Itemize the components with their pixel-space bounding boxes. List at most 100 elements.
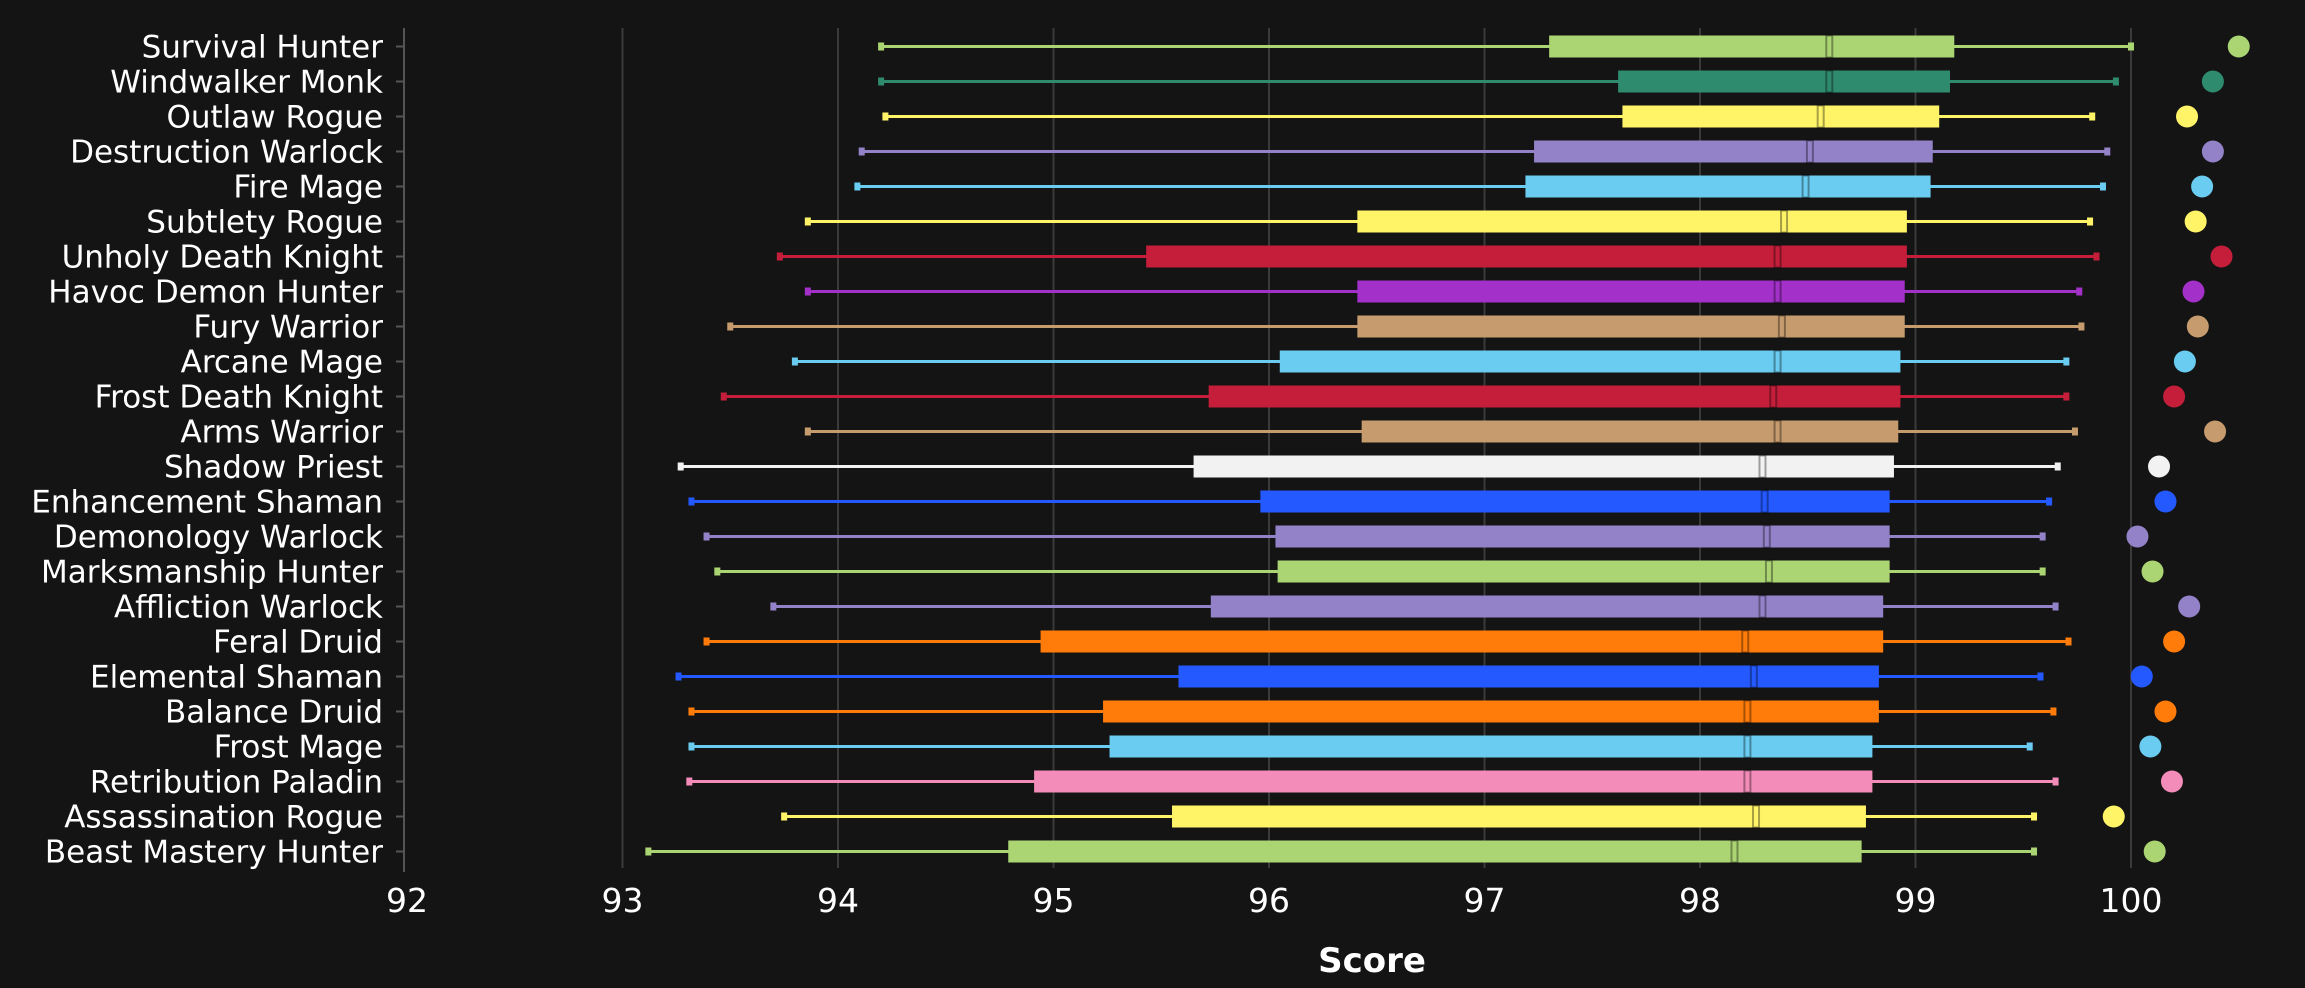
whisker-min-cap	[878, 42, 885, 51]
whisker-max-cap	[2093, 252, 2100, 261]
whisker-max-cap	[2046, 497, 2053, 506]
category-label: Beast Mastery Hunter	[45, 835, 383, 871]
score-point	[2182, 280, 2205, 303]
whisker-max-cap	[2104, 147, 2111, 156]
x-tick-label: 96	[1248, 881, 1290, 920]
score-point	[2163, 385, 2186, 408]
whisker-max-cap	[2063, 357, 2070, 366]
box-row	[675, 664, 2153, 689]
whisker-max-cap	[2039, 567, 2046, 576]
category-label: Marksmanship Hunter	[41, 555, 383, 591]
category-label: Balance Druid	[165, 695, 383, 731]
iqr-box	[1549, 35, 1955, 58]
iqr-box	[1040, 630, 1884, 653]
box-row	[677, 454, 2171, 479]
x-tick-labels: 92 93 94 95 96 97 98 99 100	[386, 881, 2163, 920]
iqr-box	[1172, 805, 1866, 828]
whisker-max-cap	[2099, 182, 2106, 191]
category-label: Assassination Rogue	[64, 800, 383, 836]
x-axis-label: Score	[1318, 941, 1426, 981]
iqr-box	[1193, 455, 1894, 478]
median-mark	[1773, 279, 1782, 304]
category-label: Demonology Warlock	[54, 520, 383, 556]
whisker-min-cap	[714, 567, 721, 576]
whisker-min-cap	[882, 112, 889, 121]
score-point	[2176, 105, 2199, 128]
category-label: Elemental Shaman	[90, 660, 383, 696]
x-tick-label: 98	[1679, 881, 1721, 920]
category-label: Destruction Warlock	[70, 135, 383, 171]
x-tick-label: 92	[386, 881, 428, 920]
median-mark	[1769, 384, 1778, 409]
median-mark	[1743, 769, 1752, 794]
median-mark	[1773, 349, 1782, 374]
whisker-max-cap	[2063, 392, 2070, 401]
whisker-max-cap	[2026, 742, 2033, 751]
x-tick-label: 100	[2100, 881, 2163, 920]
box-row	[688, 489, 2177, 514]
box-row	[878, 34, 2250, 59]
score-point	[2126, 525, 2149, 548]
iqr-box	[1109, 735, 1873, 758]
iqr-box	[1622, 105, 1940, 128]
whisker-min-cap	[854, 182, 861, 191]
box-row	[686, 769, 2183, 794]
median-mark	[1773, 419, 1782, 444]
whisker-min-cap	[804, 427, 811, 436]
iqr-box	[1260, 490, 1890, 513]
whisker-min-cap	[878, 77, 885, 86]
whisker-min-cap	[770, 602, 777, 611]
score-point	[2204, 420, 2227, 443]
score-point	[2143, 840, 2166, 863]
iqr-box	[1361, 420, 1899, 443]
whisker-max-cap	[2076, 287, 2083, 296]
category-label: Enhancement Shaman	[31, 485, 383, 521]
x-tick-label: 97	[1464, 881, 1506, 920]
x-tick-label: 99	[1895, 881, 1937, 920]
whisker-max-cap	[2031, 847, 2038, 856]
whisker-max-cap	[2052, 602, 2059, 611]
iqr-box	[1210, 595, 1884, 618]
median-mark	[1741, 629, 1750, 654]
x-tick-label: 94	[817, 881, 859, 920]
score-point	[2178, 595, 2201, 618]
category-label: Affliction Warlock	[114, 590, 383, 626]
median-mark	[1777, 314, 1786, 339]
whisker-min-cap	[727, 322, 734, 331]
box-row	[882, 104, 2199, 129]
whisker-max-cap	[2054, 462, 2061, 471]
whisker-max-cap	[2087, 217, 2094, 226]
box-row	[804, 419, 2227, 444]
score-point	[2210, 245, 2233, 268]
box-row	[727, 314, 2209, 339]
median-mark	[1773, 244, 1782, 269]
whisker-min-cap	[703, 532, 710, 541]
box-row	[688, 734, 2162, 759]
box-row	[688, 699, 2177, 724]
score-point	[2186, 315, 2209, 338]
box-row	[878, 69, 2224, 94]
score-point	[2184, 210, 2207, 233]
category-label: Havoc Demon Hunter	[48, 275, 383, 311]
whisker-min-cap	[804, 217, 811, 226]
box-row	[703, 524, 2149, 549]
iqr-box	[1275, 525, 1890, 548]
whisker-max-cap	[2037, 672, 2044, 681]
iqr-box	[1208, 385, 1901, 408]
category-label: Unholy Death Knight	[62, 240, 383, 276]
whisker-max-cap	[2052, 777, 2059, 786]
score-point	[2160, 770, 2183, 793]
whisker-max-cap	[2112, 77, 2119, 86]
whisker-max-cap	[2089, 112, 2096, 121]
category-label: Feral Druid	[213, 625, 383, 661]
median-mark	[1730, 839, 1739, 864]
whisker-max-cap	[2031, 812, 2038, 821]
box-row	[776, 244, 2233, 269]
median-mark	[1758, 454, 1767, 479]
category-label: Shadow Priest	[164, 450, 383, 486]
whisker-min-cap	[781, 812, 788, 821]
score-point	[2141, 560, 2164, 583]
whisker-min-cap	[791, 357, 798, 366]
whisker-min-cap	[688, 707, 695, 716]
